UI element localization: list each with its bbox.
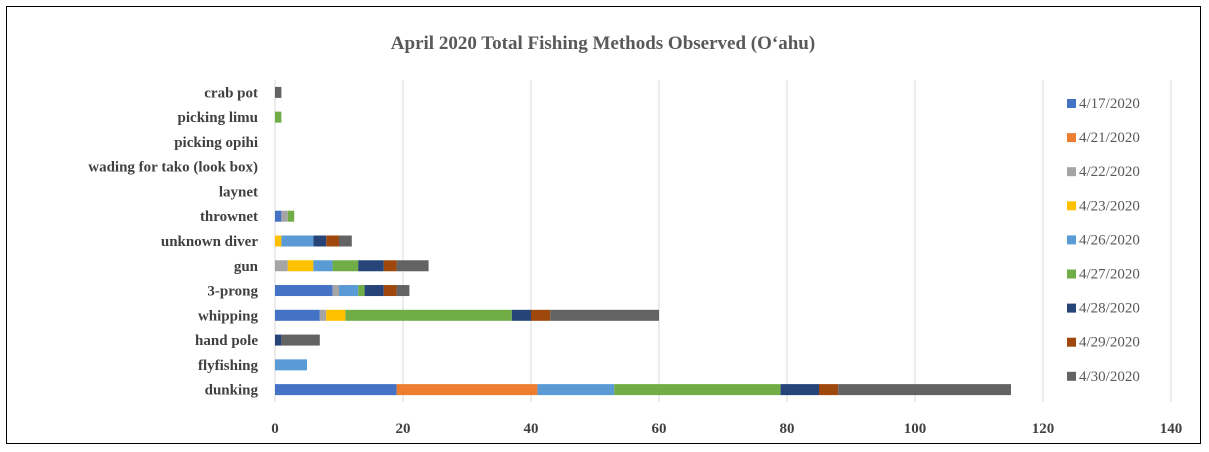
bar-segment <box>281 334 320 346</box>
category-label: whipping <box>198 308 259 324</box>
bar-segment <box>275 260 288 272</box>
legend-label: 4/22/2020 <box>1079 164 1140 180</box>
bar-segment <box>511 309 531 321</box>
bar-segment <box>281 235 314 247</box>
bar-segment <box>281 210 288 222</box>
legend-swatch <box>1067 99 1076 108</box>
x-tick-label: 20 <box>396 421 411 437</box>
category-label: picking opihi <box>174 135 258 151</box>
category-labels: dunking flyfishing hand pole whipping 3-pron… <box>88 85 258 398</box>
legend-swatch <box>1067 167 1076 177</box>
legend-label: 4/30/2020 <box>1079 369 1140 385</box>
bar-segment <box>326 309 346 321</box>
bar-segment <box>396 384 538 396</box>
legend-swatch <box>1067 337 1076 347</box>
bar-segment <box>332 285 339 297</box>
x-tick-label: 140 <box>1160 421 1183 437</box>
bar-segment <box>313 260 333 272</box>
category-label: hand pole <box>195 333 258 349</box>
bar-segment <box>326 235 339 247</box>
x-tick-label: 100 <box>904 421 927 437</box>
category-label: 3-prong <box>207 284 258 300</box>
category-label: wading for tako (look box) <box>88 160 258 176</box>
bar-segment <box>275 334 282 346</box>
legend-label: 4/23/2020 <box>1079 198 1140 214</box>
chart-frame <box>6 6 1201 444</box>
bar-segment <box>275 384 397 396</box>
legend-label: 4/29/2020 <box>1079 335 1140 351</box>
legend-swatch <box>1067 269 1076 279</box>
bar-segment <box>339 235 352 247</box>
legend-swatch <box>1067 201 1076 211</box>
legend-label: 4/28/2020 <box>1079 301 1140 317</box>
bar-segment <box>313 235 327 247</box>
x-tick-labels: 0 20 40 60 80 100 120 140 <box>271 421 1182 437</box>
x-tick-label: 60 <box>652 421 667 437</box>
bar-segment <box>358 285 365 297</box>
legend-swatch <box>1067 371 1076 381</box>
x-tick-label: 80 <box>780 421 795 437</box>
bar-segment <box>550 309 659 321</box>
legend-label: 4/27/2020 <box>1079 267 1140 283</box>
bar-segment <box>345 309 512 321</box>
bar-segment <box>275 309 320 321</box>
bar-segment <box>780 384 819 396</box>
bar-segment <box>339 285 359 297</box>
legend-label: 4/17/2020 <box>1079 96 1140 112</box>
category-label: gun <box>234 259 259 275</box>
category-label: picking limu <box>178 110 258 126</box>
bar-segment <box>383 260 397 272</box>
bar-segment <box>287 210 295 222</box>
bar-segment <box>838 384 1011 396</box>
bar-segment <box>275 285 333 297</box>
x-tick-label: 120 <box>1032 421 1055 437</box>
category-label: laynet <box>219 184 258 200</box>
bar-segment <box>358 260 384 272</box>
legend-swatch <box>1067 133 1076 143</box>
bar-segment <box>396 260 429 272</box>
bar-segment <box>275 235 282 247</box>
bars <box>275 86 1011 396</box>
chart-title: April 2020 Total Fishing Methods Observe… <box>391 33 815 54</box>
legend-label: 4/21/2020 <box>1079 130 1140 146</box>
x-tick-label: 0 <box>271 421 279 437</box>
bar-segment <box>531 309 551 321</box>
bar-segment <box>275 111 282 123</box>
category-label: dunking <box>205 383 259 399</box>
bar-segment <box>383 285 397 297</box>
bar-segment <box>275 86 282 98</box>
bar-segment <box>614 384 781 396</box>
bar-segment <box>537 384 615 396</box>
category-label: flyfishing <box>198 358 259 374</box>
gridlines <box>274 80 1172 402</box>
category-label: unknown diver <box>161 234 258 250</box>
bar-segment <box>819 384 839 396</box>
legend-swatch <box>1067 235 1076 245</box>
category-label: crab pot <box>204 85 258 101</box>
x-tick-label: 40 <box>524 421 539 437</box>
bar-segment <box>275 210 282 222</box>
bar-segment <box>275 359 307 371</box>
bar-segment <box>287 260 314 272</box>
legend: 4/17/2020 4/21/2020 4/22/2020 4/23/2020 4/26… <box>1067 96 1140 385</box>
bar-segment <box>364 285 384 297</box>
bar-segment <box>319 309 327 321</box>
legend-swatch <box>1067 303 1076 313</box>
category-label: thrownet <box>200 209 258 225</box>
bar-segment <box>332 260 359 272</box>
bar-segment <box>396 285 410 297</box>
legend-label: 4/26/2020 <box>1079 232 1140 248</box>
